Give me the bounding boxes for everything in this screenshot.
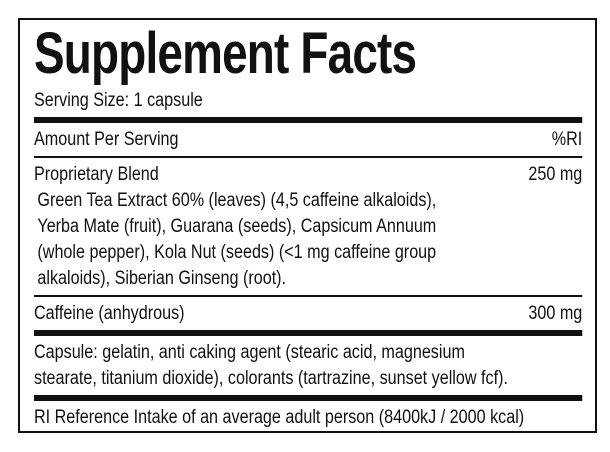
amount-per-serving-label: Amount Per Serving <box>34 129 179 150</box>
label-title: Supplement Facts <box>34 21 417 86</box>
blend-ingredient-line: Green Tea Extract 60% (leaves) (4,5 caff… <box>37 190 437 211</box>
footnote: RI Reference Intake of an average adult … <box>34 407 525 428</box>
blend-ingredient-line: Yerba Mate (fruit), Guarana (seeds), Cap… <box>37 216 437 237</box>
thick-divider <box>34 330 583 336</box>
caffeine-amount: 300 mg <box>528 303 583 324</box>
header-row: Amount Per Serving %RI <box>34 127 582 153</box>
capsule-line: Capsule: gelatin, anti caking agent (ste… <box>34 342 465 363</box>
serving-size: Serving Size: 1 capsule <box>34 90 203 111</box>
blend-name: Proprietary Blend <box>34 164 159 185</box>
blend-ingredient-line: alkaloids), Siberian Ginseng (root). <box>37 268 287 289</box>
thin-divider <box>34 295 583 297</box>
supplement-facts-label: Supplement Facts Serving Size: 1 capsule… <box>18 18 597 433</box>
thin-divider <box>34 156 583 158</box>
ri-label: %RI <box>551 129 583 150</box>
thick-divider <box>34 117 583 123</box>
blend-row: Proprietary Blend 250 mg <box>34 162 582 188</box>
blend-amount: 250 mg <box>528 164 583 185</box>
thick-divider <box>34 395 583 401</box>
caffeine-name: Caffeine (anhydrous) <box>34 303 185 324</box>
caffeine-row: Caffeine (anhydrous) 300 mg <box>34 301 582 327</box>
capsule-line: stearate, titanium dioxide), colorants (… <box>34 368 508 389</box>
blend-ingredient-line: (whole pepper), Kola Nut (seeds) (<1 mg … <box>37 242 437 263</box>
